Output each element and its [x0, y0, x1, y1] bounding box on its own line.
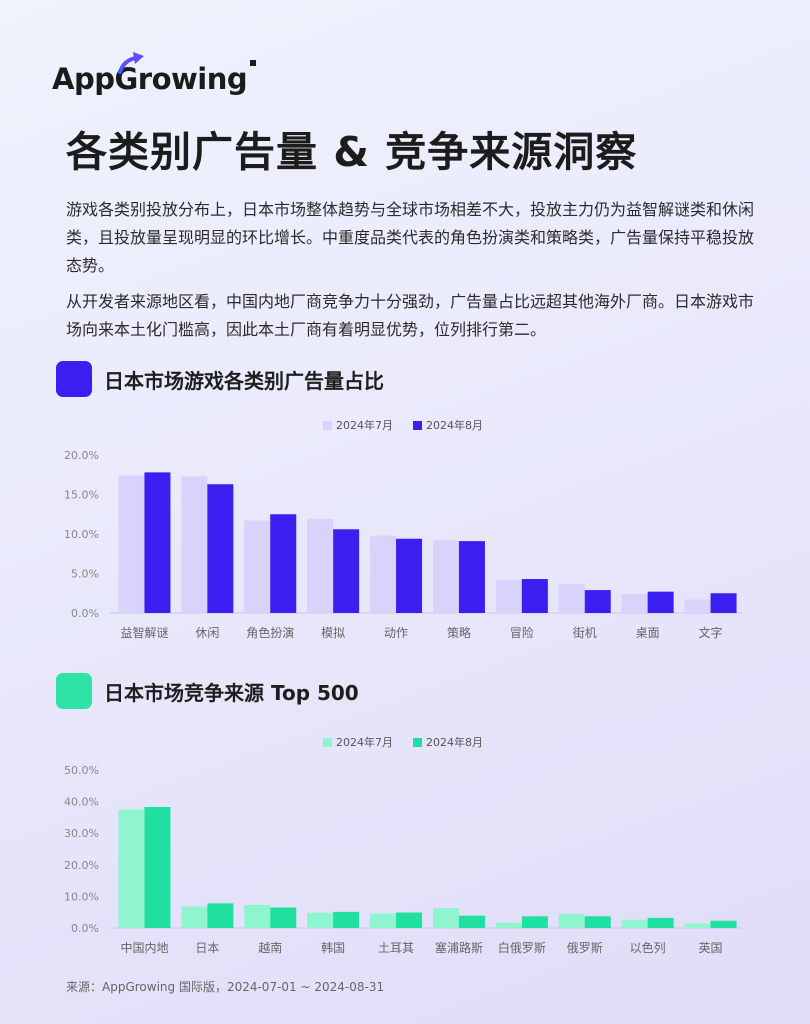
bar — [181, 906, 208, 928]
bar — [584, 590, 611, 613]
bar — [684, 923, 711, 928]
legend-swatch — [413, 421, 422, 430]
bar — [396, 538, 423, 613]
source-paragraph: 从开发者来源地区看，中国内地厂商竞争力十分强劲，广告量占比远超其他海外厂商。日本… — [66, 292, 755, 339]
legend-label: 2024年8月 — [426, 418, 483, 432]
bar — [144, 472, 171, 613]
bar — [710, 920, 737, 928]
bar — [307, 518, 334, 613]
bar — [370, 535, 397, 613]
y-tick-label: 40.0% — [64, 796, 99, 809]
competition-source-chart: 2024年7月 2024年8月 0.0% 10.0% 20.0% 30.0% 40.0% 50… — [64, 735, 742, 955]
bar — [558, 583, 585, 613]
page-title: 各类别广告量 & 竞争来源洞察 — [66, 128, 638, 176]
logo-text: AppGrowing — [52, 62, 248, 96]
logo-dot — [250, 60, 257, 66]
x-tick-label: 益智解谜 — [120, 625, 168, 640]
x-tick-label: 白俄罗斯 — [498, 940, 546, 955]
x-tick-label: 街机 — [573, 626, 597, 640]
legend-swatch — [323, 421, 332, 430]
x-tick-label: 桌面 — [636, 626, 660, 640]
bar — [621, 594, 648, 613]
appgrowing-logo: AppGrowing — [52, 52, 257, 96]
section-header-category: 日本市场游戏各类别广告量占比 — [56, 361, 384, 397]
bar — [495, 922, 522, 928]
bar — [584, 916, 611, 928]
bar — [207, 903, 234, 928]
y-tick-label: 20.0% — [64, 449, 99, 462]
section-header-competition: 日本市场竞争来源 Top 500 — [56, 673, 359, 709]
x-tick-label: 越南 — [258, 940, 282, 955]
x-tick-label: 以色列 — [630, 941, 666, 955]
y-tick-label: 30.0% — [64, 827, 99, 840]
bar — [244, 904, 271, 928]
bar — [647, 591, 674, 613]
bar — [333, 911, 360, 928]
y-tick-label: 5.0% — [71, 568, 99, 581]
y-tick-label: 10.0% — [64, 890, 99, 903]
category-ad-share-chart: 2024年7月 2024年8月 0.0% 5.0% 10.0% 15.0% 20.0% 益智解… — [64, 418, 742, 640]
x-tick-label: 日本 — [195, 941, 219, 955]
bar — [118, 475, 145, 613]
y-tick-label: 0.0% — [71, 607, 99, 620]
x-tick-label: 韩国 — [321, 940, 345, 955]
x-tick-label: 策略 — [447, 625, 471, 640]
bar — [118, 809, 145, 928]
bar — [432, 540, 459, 613]
x-tick-label: 土耳其 — [378, 941, 414, 955]
legend-label: 2024年7月 — [336, 735, 393, 749]
section-marker — [56, 361, 92, 397]
bar — [710, 593, 737, 613]
intro-paragraph: 游戏各类别投放分布上，日本市场整体趋势与全球市场相差不大，投放主力仍为益智解谜类… — [66, 200, 755, 275]
bar — [270, 514, 297, 613]
bar — [207, 484, 234, 613]
bar — [396, 912, 423, 928]
bar — [333, 529, 360, 613]
section-title: 日本市场游戏各类别广告量占比 — [104, 368, 384, 393]
bar — [495, 579, 522, 613]
y-tick-label: 50.0% — [64, 764, 99, 777]
y-tick-label: 20.0% — [64, 859, 99, 872]
bar — [181, 476, 208, 613]
x-tick-label: 俄罗斯 — [567, 941, 603, 955]
y-tick-label: 0.0% — [71, 922, 99, 935]
bar — [558, 914, 585, 928]
bar — [521, 579, 548, 613]
y-tick-label: 10.0% — [64, 528, 99, 541]
x-tick-label: 冒险 — [510, 625, 534, 640]
x-tick-label: 塞浦路斯 — [435, 940, 483, 955]
bar — [370, 913, 397, 928]
x-tick-label: 文字 — [699, 625, 723, 640]
x-tick-label: 角色扮演 — [246, 625, 294, 640]
bar — [432, 908, 459, 928]
bar — [684, 599, 711, 613]
bar — [144, 806, 171, 928]
x-tick-label: 动作 — [384, 626, 408, 640]
y-tick-label: 15.0% — [64, 489, 99, 502]
section-title: 日本市场竞争来源 Top 500 — [104, 680, 359, 705]
section-marker — [56, 673, 92, 709]
logo-arrow-icon — [118, 52, 144, 74]
bar — [647, 917, 674, 928]
bar — [307, 912, 334, 928]
bar — [270, 907, 297, 928]
legend-label: 2024年8月 — [426, 735, 483, 749]
bar — [458, 541, 485, 613]
bar — [521, 916, 548, 928]
bar — [458, 915, 485, 928]
legend-label: 2024年7月 — [336, 418, 393, 432]
x-tick-label: 模拟 — [321, 626, 345, 640]
x-tick-label: 英国 — [699, 941, 723, 955]
source-note: 来源：AppGrowing 国际版，2024-07-01 ~ 2024-08-3… — [66, 980, 385, 994]
x-tick-label: 中国内地 — [120, 940, 168, 955]
legend-swatch — [323, 738, 332, 747]
legend-swatch — [413, 738, 422, 747]
x-tick-label: 休闲 — [195, 626, 219, 640]
bar — [244, 520, 271, 613]
bar — [621, 919, 648, 928]
